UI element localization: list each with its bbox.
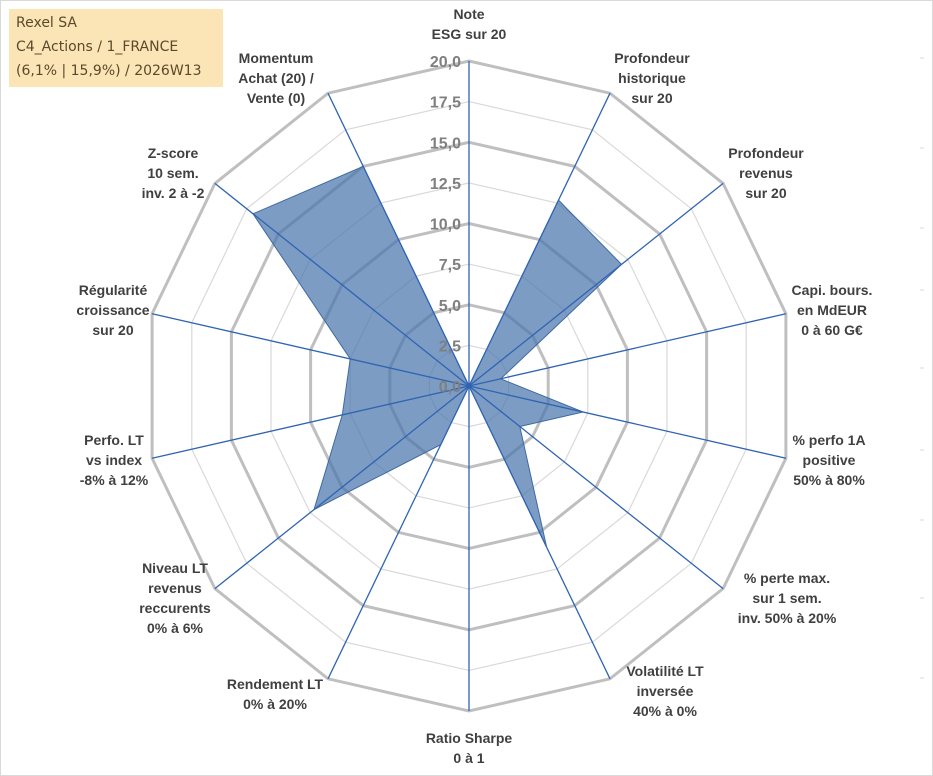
tick-label: 10,0 xyxy=(430,217,461,234)
axis-spoke xyxy=(327,385,470,680)
axis-label: Profondeur historique sur 20 xyxy=(614,50,690,106)
tick-labels: 0,0 2,5 5,0 7,5 10,0 12,5 15,0 17,5 20,0 xyxy=(430,54,461,396)
axis-label: Perfo. LT vs index -8% à 12% xyxy=(80,432,149,488)
axis-spoke xyxy=(151,313,470,387)
info-company: Rexel SA xyxy=(16,15,77,31)
tick-label: 12,5 xyxy=(430,176,461,193)
edge-marks xyxy=(920,57,924,679)
axis-spoke xyxy=(468,182,724,387)
axis-label: % perte max. sur 1 sem. inv. 50% à 20% xyxy=(738,570,837,626)
info-box: Rexel SA C4_Actions / 1_FRANCE (6,1% | 1… xyxy=(9,9,223,87)
info-period: (6,1% | 15,9%) / 2026W13 xyxy=(16,63,202,79)
axis-spoke xyxy=(468,385,611,680)
axis-spokes xyxy=(151,61,787,711)
tick-label: 17,5 xyxy=(430,95,461,112)
axis-spoke xyxy=(151,385,470,459)
tick-label: 0,0 xyxy=(439,379,461,396)
axis-label: Rendement LT 0% à 20% xyxy=(227,676,324,712)
info-portfolio: C4_Actions / 1_FRANCE xyxy=(16,39,179,55)
axis-spoke xyxy=(468,92,611,387)
axis-label: % perfo 1A positive 50% à 80% xyxy=(792,432,865,488)
axis-label: Profondeur revenus sur 20 xyxy=(728,145,804,201)
tick-label: 2,5 xyxy=(439,338,461,355)
axis-spoke xyxy=(468,313,787,387)
axis-spoke xyxy=(214,182,470,387)
axis-labels: Note ESG sur 20 Profondeur historique sur 20… xyxy=(76,6,872,766)
axis-spoke xyxy=(327,92,470,387)
tick-label: 7,5 xyxy=(439,257,461,274)
tick-label: 20,0 xyxy=(430,54,461,71)
axis-label: Momentum Achat (20) / Vente (0) xyxy=(238,50,314,106)
axis-label: Niveau LT revenus reccurents 0% à 6% xyxy=(139,560,211,636)
axis-spoke xyxy=(468,385,724,590)
axis-spoke xyxy=(214,385,470,590)
axis-spoke xyxy=(468,385,787,459)
axis-label: Z-score 10 sem. inv. 2 à -2 xyxy=(142,145,205,201)
tick-label: 15,0 xyxy=(430,135,461,152)
axis-label: Note ESG sur 20 xyxy=(432,6,507,42)
axis-label: Capi. bours. en MdEUR 0 à 60 G€ xyxy=(792,282,873,338)
axis-label: Volatilité LT inversée 40% à 0% xyxy=(626,663,704,719)
tick-label: 5,0 xyxy=(439,298,461,315)
axis-label: Ratio Sharpe 0 à 1 xyxy=(426,730,513,766)
axis-label: Régularité croissance sur 20 xyxy=(76,282,149,338)
